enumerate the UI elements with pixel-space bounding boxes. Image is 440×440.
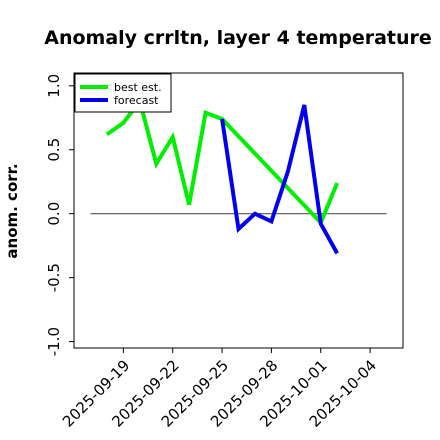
y-axis-label: anom. corr. <box>3 163 21 258</box>
y-tick-label: 0.0 <box>45 202 63 226</box>
y-axis-ticks: 1.0 0.5 0.0 -0.5 -1.0 <box>45 74 74 356</box>
series-line-forecast <box>220 104 339 255</box>
y-tick-label: 0.5 <box>45 138 63 162</box>
plot-frame <box>73 72 404 349</box>
legend-entry-label: forecast <box>114 94 159 107</box>
chart-title: Anomaly crrltn, layer 4 temperature <box>44 27 432 49</box>
y-tick-label: 1.0 <box>45 74 63 98</box>
y-tick-label: -1.0 <box>45 327 63 356</box>
x-axis-ticks: 2025-09-192025-09-222025-09-252025-09-28… <box>59 348 380 431</box>
legend-box <box>74 73 172 113</box>
series-layer <box>105 96 340 255</box>
legend-entry-label: best est. <box>114 81 162 94</box>
y-tick-label: -0.5 <box>45 263 63 292</box>
legend: best est.forecast <box>74 73 172 113</box>
